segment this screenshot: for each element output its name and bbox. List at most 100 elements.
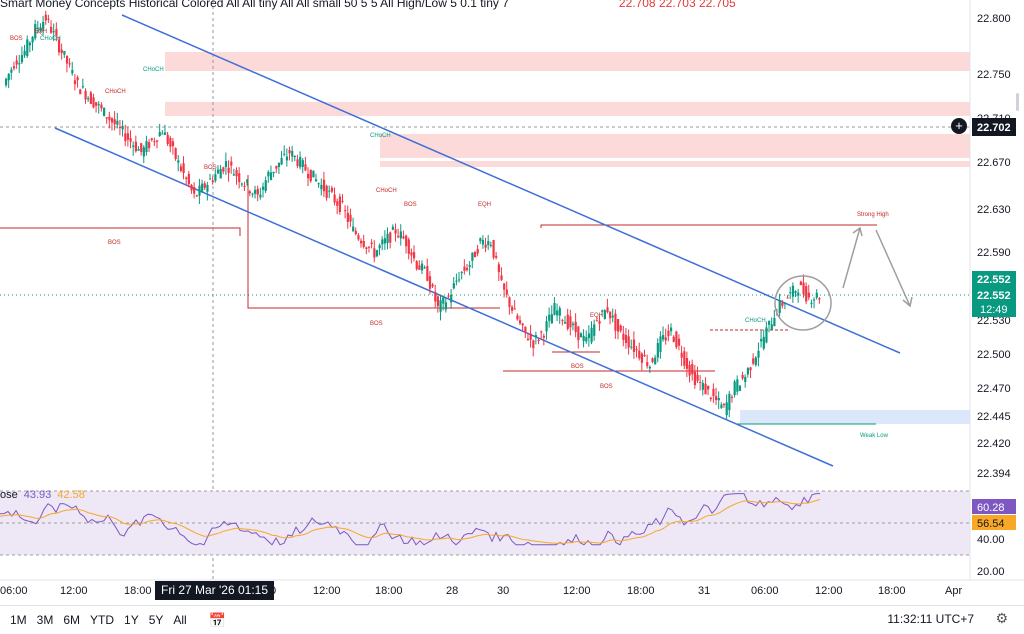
candle-body <box>534 335 538 338</box>
clock[interactable]: 11:32:11 UTC+7 <box>887 612 974 626</box>
candle-body <box>762 336 765 349</box>
timeframe-6m[interactable]: 6M <box>63 613 81 627</box>
strong-high-label: Strong High <box>857 212 889 218</box>
candle-body <box>407 239 410 254</box>
candle-body <box>148 142 151 149</box>
candle-body <box>752 358 755 364</box>
candle-body <box>688 364 691 376</box>
candle-body <box>23 50 26 56</box>
candle-body <box>12 66 16 69</box>
candle-body <box>375 250 379 257</box>
svg-text:Apr: Apr <box>945 585 962 597</box>
candle-body <box>126 133 130 140</box>
candle-body <box>394 229 397 234</box>
candle-body <box>781 302 784 306</box>
timeframe-3m[interactable]: 3M <box>36 613 54 627</box>
candle-body <box>171 141 175 147</box>
candle-body <box>783 303 787 305</box>
candle-body <box>92 97 95 108</box>
candle-body <box>113 119 116 125</box>
candle-body <box>585 337 588 342</box>
candle-body <box>365 247 368 249</box>
candle-body <box>614 313 617 331</box>
candle-body <box>468 265 471 267</box>
candle-body <box>648 366 651 369</box>
candle-body <box>328 190 331 192</box>
eqh-label: EQH <box>34 29 47 35</box>
rsi-legend: ose 43.93 42.58 <box>0 489 85 501</box>
candle-body <box>259 194 262 198</box>
candle-body <box>810 302 813 304</box>
price-axis[interactable]: 22.800 22.750 22.710 22.670 22.630 22.59… <box>969 0 1016 580</box>
candle-body <box>630 346 633 348</box>
scroll-handle[interactable] <box>1016 93 1019 111</box>
candle-body <box>418 265 421 270</box>
candle-body <box>367 246 371 248</box>
candle-body <box>193 186 196 194</box>
candle-body <box>799 281 803 286</box>
candle-body <box>484 244 487 248</box>
add-alert-icon[interactable]: + <box>951 118 967 134</box>
svg-text:22.420: 22.420 <box>977 438 1011 450</box>
candle-body <box>757 350 760 358</box>
candle-body <box>277 162 281 167</box>
svg-text:18:00: 18:00 <box>375 585 403 597</box>
candle-body <box>789 292 792 294</box>
indicator-title: Smart Money Concepts Historical Colored … <box>0 0 509 10</box>
candle-body <box>744 376 747 383</box>
timeframe-ytd[interactable]: YTD <box>90 613 115 627</box>
candle-body <box>638 350 641 359</box>
candle-body <box>254 189 257 194</box>
candle-body <box>312 170 315 178</box>
supply-zone <box>380 161 970 167</box>
svg-text:12:00: 12:00 <box>313 585 341 597</box>
candle-body <box>397 235 400 238</box>
candle-body <box>505 289 508 295</box>
candle-body <box>439 300 442 312</box>
timeframe-all[interactable]: All <box>173 613 187 627</box>
candle-body <box>137 149 140 151</box>
candle-body <box>479 238 482 242</box>
svg-text:22.470: 22.470 <box>977 383 1011 395</box>
candle-body <box>60 49 63 53</box>
candle-body <box>693 371 697 386</box>
candle-body <box>39 27 42 32</box>
candle-body <box>140 143 143 152</box>
candle-body <box>142 147 145 157</box>
candle-body <box>182 163 185 173</box>
candle-body <box>540 331 543 333</box>
last-price-tag <box>972 271 1016 317</box>
candle-body <box>426 266 429 281</box>
timeframe-5y[interactable]: 5Y <box>148 613 164 627</box>
candle-body <box>50 26 53 33</box>
candle-body <box>606 307 609 313</box>
candle-body <box>495 255 498 258</box>
candle-body <box>632 339 636 352</box>
bos-label: BOS <box>370 321 383 327</box>
calendar-icon[interactable]: 📅 <box>208 611 227 628</box>
candle-body <box>391 226 395 230</box>
candle-body <box>738 385 742 391</box>
timeframe-1m[interactable]: 1M <box>10 613 27 627</box>
channel-lower <box>54 127 834 467</box>
annotation-labels: BOS BOS BOS BOS BOS BOS BOS CHoCH CHoCH … <box>10 29 889 439</box>
bos-label: BOS <box>10 36 23 42</box>
candle-body <box>272 171 275 174</box>
svg-text:18:00: 18:00 <box>627 585 655 597</box>
rsi-source-label: ose <box>0 489 18 501</box>
candle-body <box>81 86 85 88</box>
candle-body <box>582 335 585 342</box>
candle-body <box>354 230 357 235</box>
candle-body <box>526 338 530 340</box>
candle-body <box>492 240 495 258</box>
timeframe-1y[interactable]: 1Y <box>124 613 139 627</box>
highlight-circle <box>774 275 832 331</box>
candle-body <box>511 306 514 311</box>
candle-body <box>773 318 776 327</box>
settings-gear-icon[interactable]: ⚙ <box>995 610 1008 626</box>
time-axis[interactable]: 06:00 12:00 18:00 0 12:00 18:00 28 30 12… <box>0 579 1024 597</box>
candle-body <box>587 333 591 339</box>
candle-body <box>646 362 649 367</box>
svg-text:22.530: 22.530 <box>977 315 1011 327</box>
